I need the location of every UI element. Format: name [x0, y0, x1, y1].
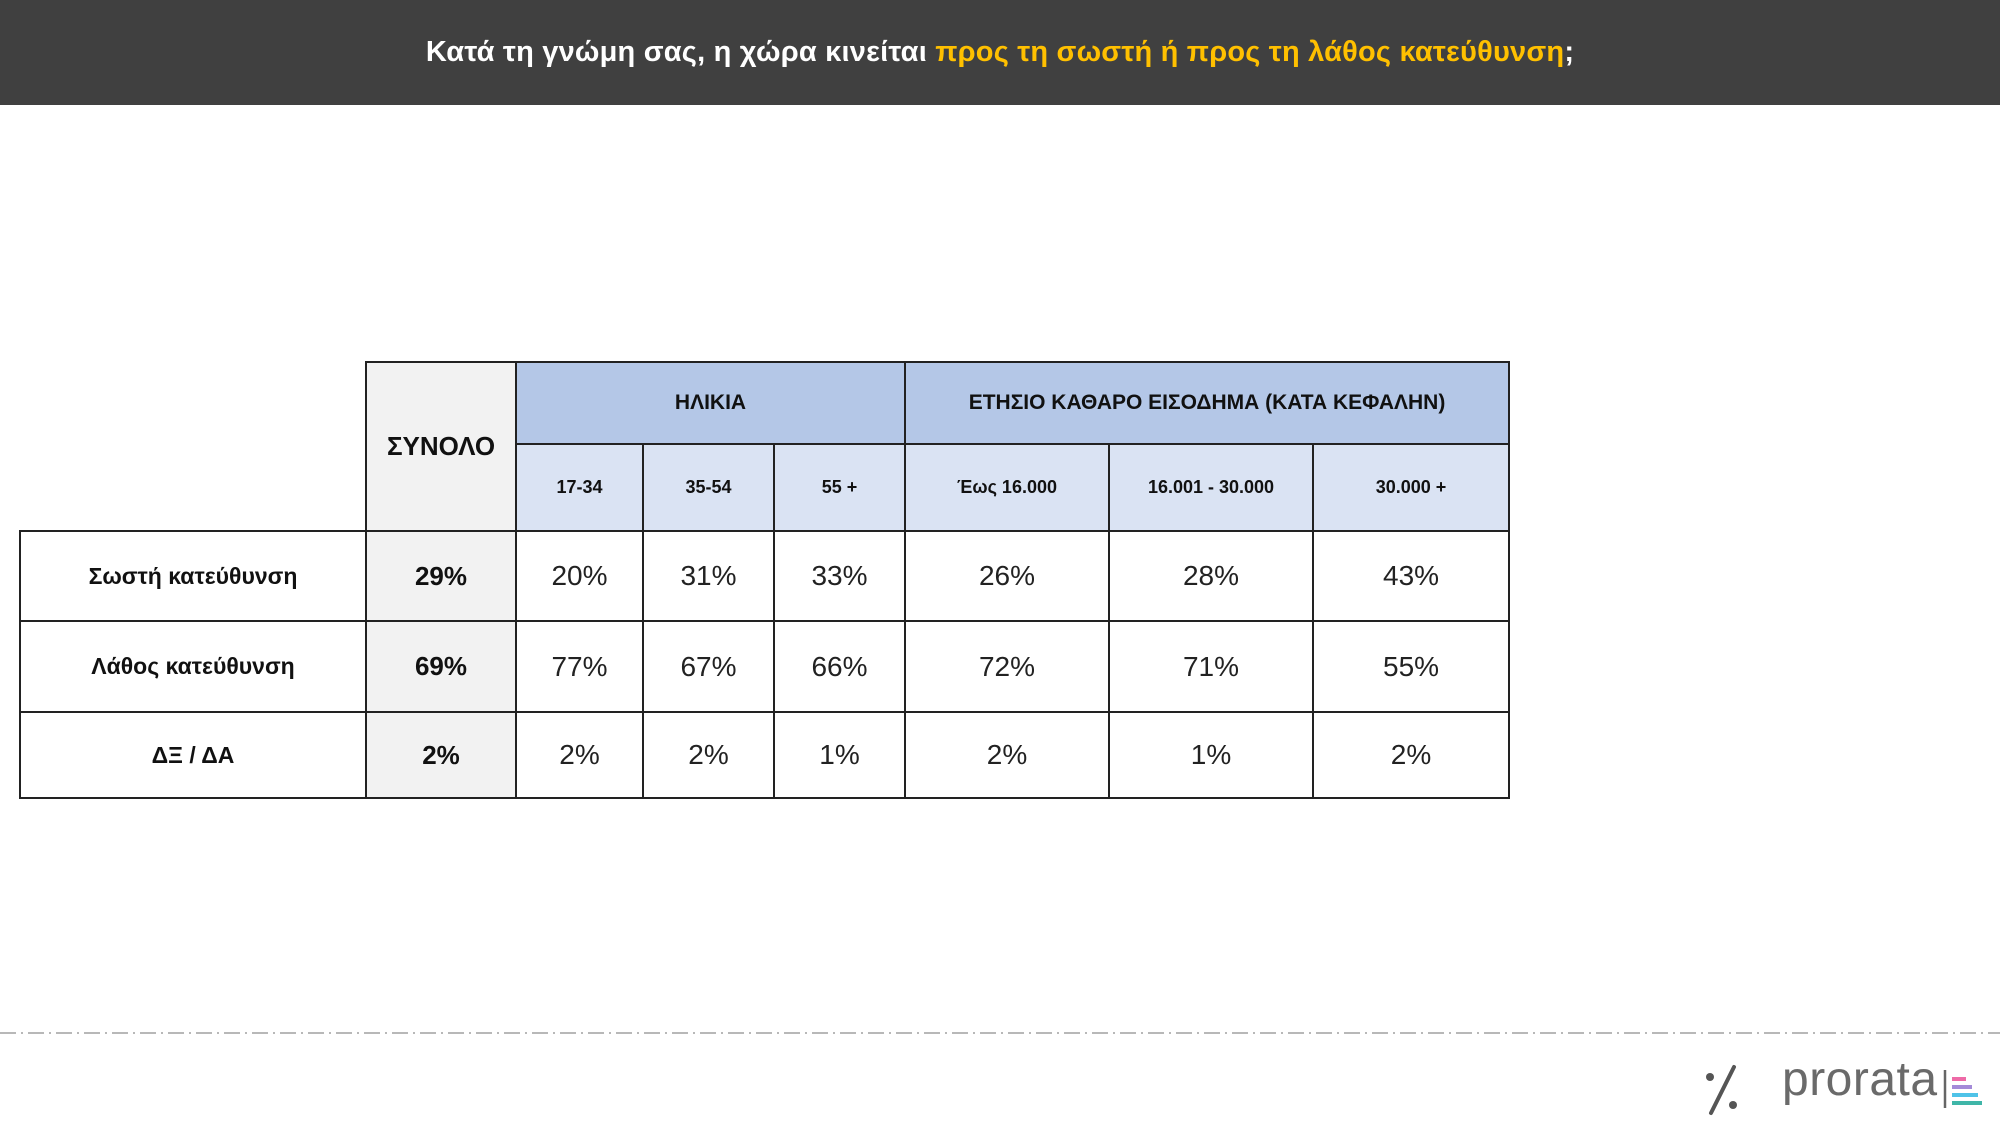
value-cell: 55%	[1312, 620, 1511, 713]
title-highlight: προς τη σωστή ή προς τη λάθος κατεύθυνση	[935, 36, 1565, 68]
results-table: ΣΥΝΟΛΟ ΗΛΙΚΙΑ ΕΤΗΣΙΟ ΚΑΘΑΡΟ ΕΙΣΟΔΗΜΑ (ΚΑ…	[19, 361, 1511, 799]
group-header-income: ΕΤΗΣΙΟ ΚΑΘΑΡΟ ΕΙΣΟΔΗΜΑ (ΚΑΤΑ ΚΕΦΑΛΗΝ)	[904, 361, 1511, 445]
percent-icon	[1706, 1065, 1737, 1115]
value-cell: 66%	[772, 620, 907, 713]
value-cell: 31%	[642, 530, 775, 622]
value-cell: 2%	[904, 711, 1111, 799]
column-header-age-55-plus: 55 +	[772, 443, 907, 532]
title-suffix: ;	[1564, 36, 1575, 68]
logo-wordmark: prorata	[1782, 1053, 1938, 1106]
logo-bars-icon	[1943, 1070, 1982, 1108]
sub-header-row: 17-34 35-54 55 + Έως 16.000 16.001 - 30.…	[20, 443, 1511, 532]
table-row: Σωστή κατεύθυνση 29% 20% 31% 33% 26% 28%…	[19, 530, 1511, 622]
table-row: ΔΞ / ΔΑ 2% 2% 2% 1% 2% 1% 2%	[19, 711, 1511, 799]
column-header-age-17-34: 17-34	[515, 443, 644, 532]
title-bar: Κατά τη γνώμη σας, η χώρα κινείται προς …	[0, 0, 2000, 105]
column-header-income-high: 30.000 +	[1312, 443, 1511, 532]
total-value: 69%	[365, 620, 517, 713]
column-header-income-low: Έως 16.000	[904, 443, 1111, 532]
value-cell: 72%	[904, 620, 1111, 713]
table-row: Λάθος κατεύθυνση 69% 77% 67% 66% 72% 71%…	[19, 620, 1511, 713]
table-corner	[20, 362, 366, 531]
footer-divider	[0, 1032, 2000, 1034]
slide-title: Κατά τη γνώμη σας, η χώρα κινείται προς …	[0, 0, 2000, 105]
row-label: ΔΞ / ΔΑ	[19, 711, 367, 799]
value-cell: 2%	[1312, 711, 1511, 799]
column-header-income-mid: 16.001 - 30.000	[1108, 443, 1315, 532]
column-header-age-35-54: 35-54	[642, 443, 775, 532]
group-header-age: ΗΛΙΚΙΑ	[514, 361, 907, 445]
value-cell: 71%	[1108, 620, 1315, 713]
title-text: Κατά τη γνώμη σας, η χώρα κινείται	[425, 36, 927, 68]
total-value: 2%	[365, 711, 517, 799]
value-cell: 77%	[515, 620, 644, 713]
value-cell: 20%	[515, 530, 644, 622]
row-label: Λάθος κατεύθυνση	[19, 620, 367, 713]
group-header-row: ΣΥΝΟΛΟ ΗΛΙΚΙΑ ΕΤΗΣΙΟ ΚΑΘΑΡΟ ΕΙΣΟΔΗΜΑ (ΚΑ…	[20, 361, 1511, 532]
value-cell: 33%	[772, 530, 907, 622]
value-cell: 2%	[642, 711, 775, 799]
row-label: Σωστή κατεύθυνση	[19, 530, 367, 622]
logo: prorata	[1700, 1056, 1990, 1116]
value-cell: 26%	[904, 530, 1111, 622]
value-cell: 67%	[642, 620, 775, 713]
total-value: 29%	[365, 530, 517, 622]
value-cell: 1%	[1108, 711, 1315, 799]
total-header: ΣΥΝΟΛΟ	[365, 361, 517, 532]
value-cell: 28%	[1108, 530, 1315, 622]
value-cell: 1%	[772, 711, 907, 799]
value-cell: 43%	[1312, 530, 1511, 622]
value-cell: 2%	[515, 711, 644, 799]
